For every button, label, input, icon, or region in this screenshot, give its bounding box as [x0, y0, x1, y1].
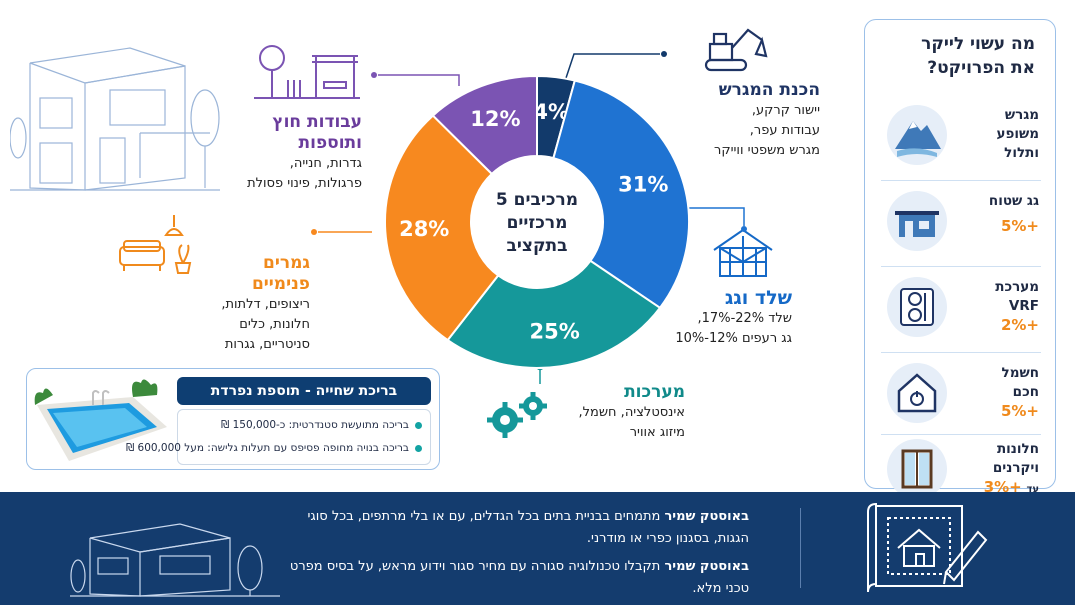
- cost-factor-sloped-lot: מגרש משופע ותלול: [875, 100, 1047, 170]
- category-site-prep-title: הכנת המגרש: [718, 80, 820, 100]
- category-outdoor-title: עבודות חוץ: [272, 112, 362, 132]
- category-interior-line: חלונות, כלים: [239, 317, 310, 332]
- mountain-icon: [887, 105, 947, 165]
- gears-icon: [487, 392, 547, 438]
- category-interior-title: גמרים פנימיים: [251, 253, 310, 294]
- category-frame-roof-title: שלד וגג: [724, 287, 792, 309]
- cost-factor-label: מגרש: [1004, 107, 1039, 123]
- garden-pergola-icon: [254, 45, 360, 99]
- cost-factor-windows: חלונות ויקרנים עד +3%: [875, 434, 1047, 504]
- pool-price-text: בריכה מתועשת סטנדרטית: כ-150,000 ₪: [221, 419, 409, 431]
- flat-roof-house-icon: [887, 191, 947, 251]
- donut-slice-label: 25%: [530, 319, 580, 343]
- category-outdoor-line: פרגולות, פינוי פסולת: [247, 176, 362, 191]
- cost-factor-prefix: עד: [1026, 484, 1039, 495]
- cost-factor-label: חכם: [1012, 384, 1039, 400]
- divider: [881, 180, 1041, 181]
- house-outline-illustration: [70, 523, 280, 597]
- cost-factor-vrf: מערכת VRF +2%: [875, 272, 1047, 342]
- divider: [800, 508, 801, 588]
- sofa-lamp-icon: [119, 215, 192, 274]
- category-systems: מערכות אינסטלציה, חשמל, מיזוג אוויר: [540, 382, 686, 443]
- footer-paragraph-text: מתמחים בבניית בתים בכל הגדלים, עם או בלי…: [307, 509, 749, 546]
- cost-factors-title-line: מה עשוי לייקר: [921, 34, 1035, 54]
- divider: [881, 266, 1041, 267]
- category-systems-title: מערכות: [624, 382, 685, 402]
- cost-factor-label: VRF: [1008, 298, 1039, 314]
- house-frame-icon: [713, 228, 773, 277]
- category-outdoor-title: ותוספות: [298, 133, 362, 153]
- category-site-prep-line: מגרש משפטי ווייקר: [714, 143, 820, 158]
- cost-factor-percent: +5%: [1000, 402, 1039, 420]
- footer-paragraph: באוסטק שמיר מתמחים בבניית בתים בכל הגדלי…: [289, 506, 749, 550]
- category-systems-line: אינסטלציה, חשמל,: [578, 405, 686, 420]
- category-interior-line: ריצופים, דלתות,: [221, 297, 310, 312]
- footer-text: באוסטק שמיר מתמחים בבניית בתים בכל הגדלי…: [289, 506, 749, 600]
- cost-factor-label: מערכת: [995, 279, 1039, 295]
- bullet-icon: [415, 421, 422, 429]
- category-outdoor-line: גדרות, חנייה,: [289, 156, 362, 171]
- donut-slice: [552, 79, 690, 310]
- donut-center-line: 5 מרכיבים: [496, 190, 578, 210]
- house-sketch-illustration: [10, 47, 220, 191]
- divider: [881, 434, 1041, 435]
- cost-factors-title-line: את הפרויקט?: [927, 58, 1035, 78]
- cost-factor-label: משופע: [996, 126, 1039, 142]
- category-site-prep-line: יישור קרקע,: [751, 103, 820, 118]
- category-site-prep: הכנת המגרש יישור קרקע, עבודות עפר, מגרש …: [640, 80, 820, 161]
- cost-factor-smart-electric: חשמל חכם +5%: [875, 358, 1047, 428]
- footer-paragraph-text: תקבלו טכנולוגיה סגורה עם מחיר סגור וידוע…: [289, 559, 749, 596]
- cost-factors-panel: מה עשוי לייקר את הפרויקט? מגרש משופע ותל…: [864, 19, 1056, 499]
- pool-price-item: בריכה בנויה מחופה פסיפס עם תעלות גלישה: …: [126, 442, 422, 454]
- donut-hole: [471, 156, 603, 288]
- pool-price-item: בריכה מתועשת סטנדרטית: כ-150,000 ₪: [221, 419, 422, 431]
- brand-name: באוסטק שמיר: [664, 559, 749, 574]
- window-icon: [887, 439, 947, 499]
- cost-factor-label: ויקרנים: [992, 460, 1039, 476]
- donut-center-line: בתקציב: [507, 236, 568, 256]
- donut-slice-label: 31%: [618, 172, 668, 196]
- cost-factor-percent: +2%: [1000, 316, 1039, 334]
- brand-name: באוסטק שמיר: [664, 509, 749, 524]
- cost-factor-label: חשמל: [1001, 365, 1039, 381]
- category-frame-roof: שלד וגג שלד 22%-17%, גג רעפים 12%-10%: [662, 288, 792, 349]
- pool-title: בריכת שחייה - תוספת נפרדת: [177, 377, 431, 405]
- cost-factor-flat-roof: גג שטוח +5%: [875, 186, 1047, 256]
- cost-factor-percent: +3%: [983, 478, 1022, 496]
- cost-factor-label: ותלול: [1004, 145, 1039, 161]
- footer-paragraph: באוסטק שמיר תקבלו טכנולוגיה סגורה עם מחי…: [289, 556, 749, 600]
- excavator-icon: [704, 28, 768, 72]
- budget-donut-chart: 4%31%25%28%12% 5 מרכיבים מרכזיים בתקציב: [384, 74, 690, 369]
- cost-factor-label: חלונות: [996, 441, 1039, 457]
- category-frame-roof-line: גג רעפים 12%-10%: [675, 331, 792, 346]
- category-outdoor: עבודות חוץ ותוספות גדרות, חנייה, פרגולות…: [232, 112, 362, 194]
- donut-center-line: מרכזיים: [507, 213, 568, 233]
- pool-addon-card: בריכת שחייה - תוספת נפרדת בריכה מתועשת ס…: [26, 368, 440, 470]
- footer-banner: באוסטק שמיר מתמחים בבניית בתים בכל הגדלי…: [0, 492, 1075, 605]
- donut-slice-label: 12%: [470, 107, 520, 131]
- cost-factors-title: מה עשוי לייקר את הפרויקט?: [885, 32, 1035, 80]
- category-interior: גמרים פנימיים ריצופים, דלתות, חלונות, כל…: [200, 253, 310, 355]
- category-systems-line: מיזוג אוויר: [629, 425, 685, 440]
- cost-factor-percent: +5%: [1000, 217, 1039, 235]
- pool-price-list: בריכה מתועשת סטנדרטית: כ-150,000 ₪ בריכה…: [126, 409, 431, 465]
- vrf-unit-icon: [887, 277, 947, 337]
- cost-factor-label: גג שטוח: [988, 193, 1039, 209]
- category-interior-line: סניטריים, גגרות: [224, 337, 310, 352]
- bullet-icon: [415, 444, 422, 452]
- smart-home-icon: [887, 363, 947, 423]
- category-site-prep-line: עבודות עפר,: [749, 123, 820, 138]
- donut-slice-label: 28%: [399, 217, 449, 241]
- pool-illustration: [34, 379, 167, 461]
- divider: [881, 352, 1041, 353]
- pool-price-text: בריכה בנויה מחופה פסיפס עם תעלות גלישה: …: [125, 442, 409, 454]
- blueprint-pencil-icon: [867, 502, 988, 593]
- category-frame-roof-line: שלד 22%-17%,: [697, 311, 792, 326]
